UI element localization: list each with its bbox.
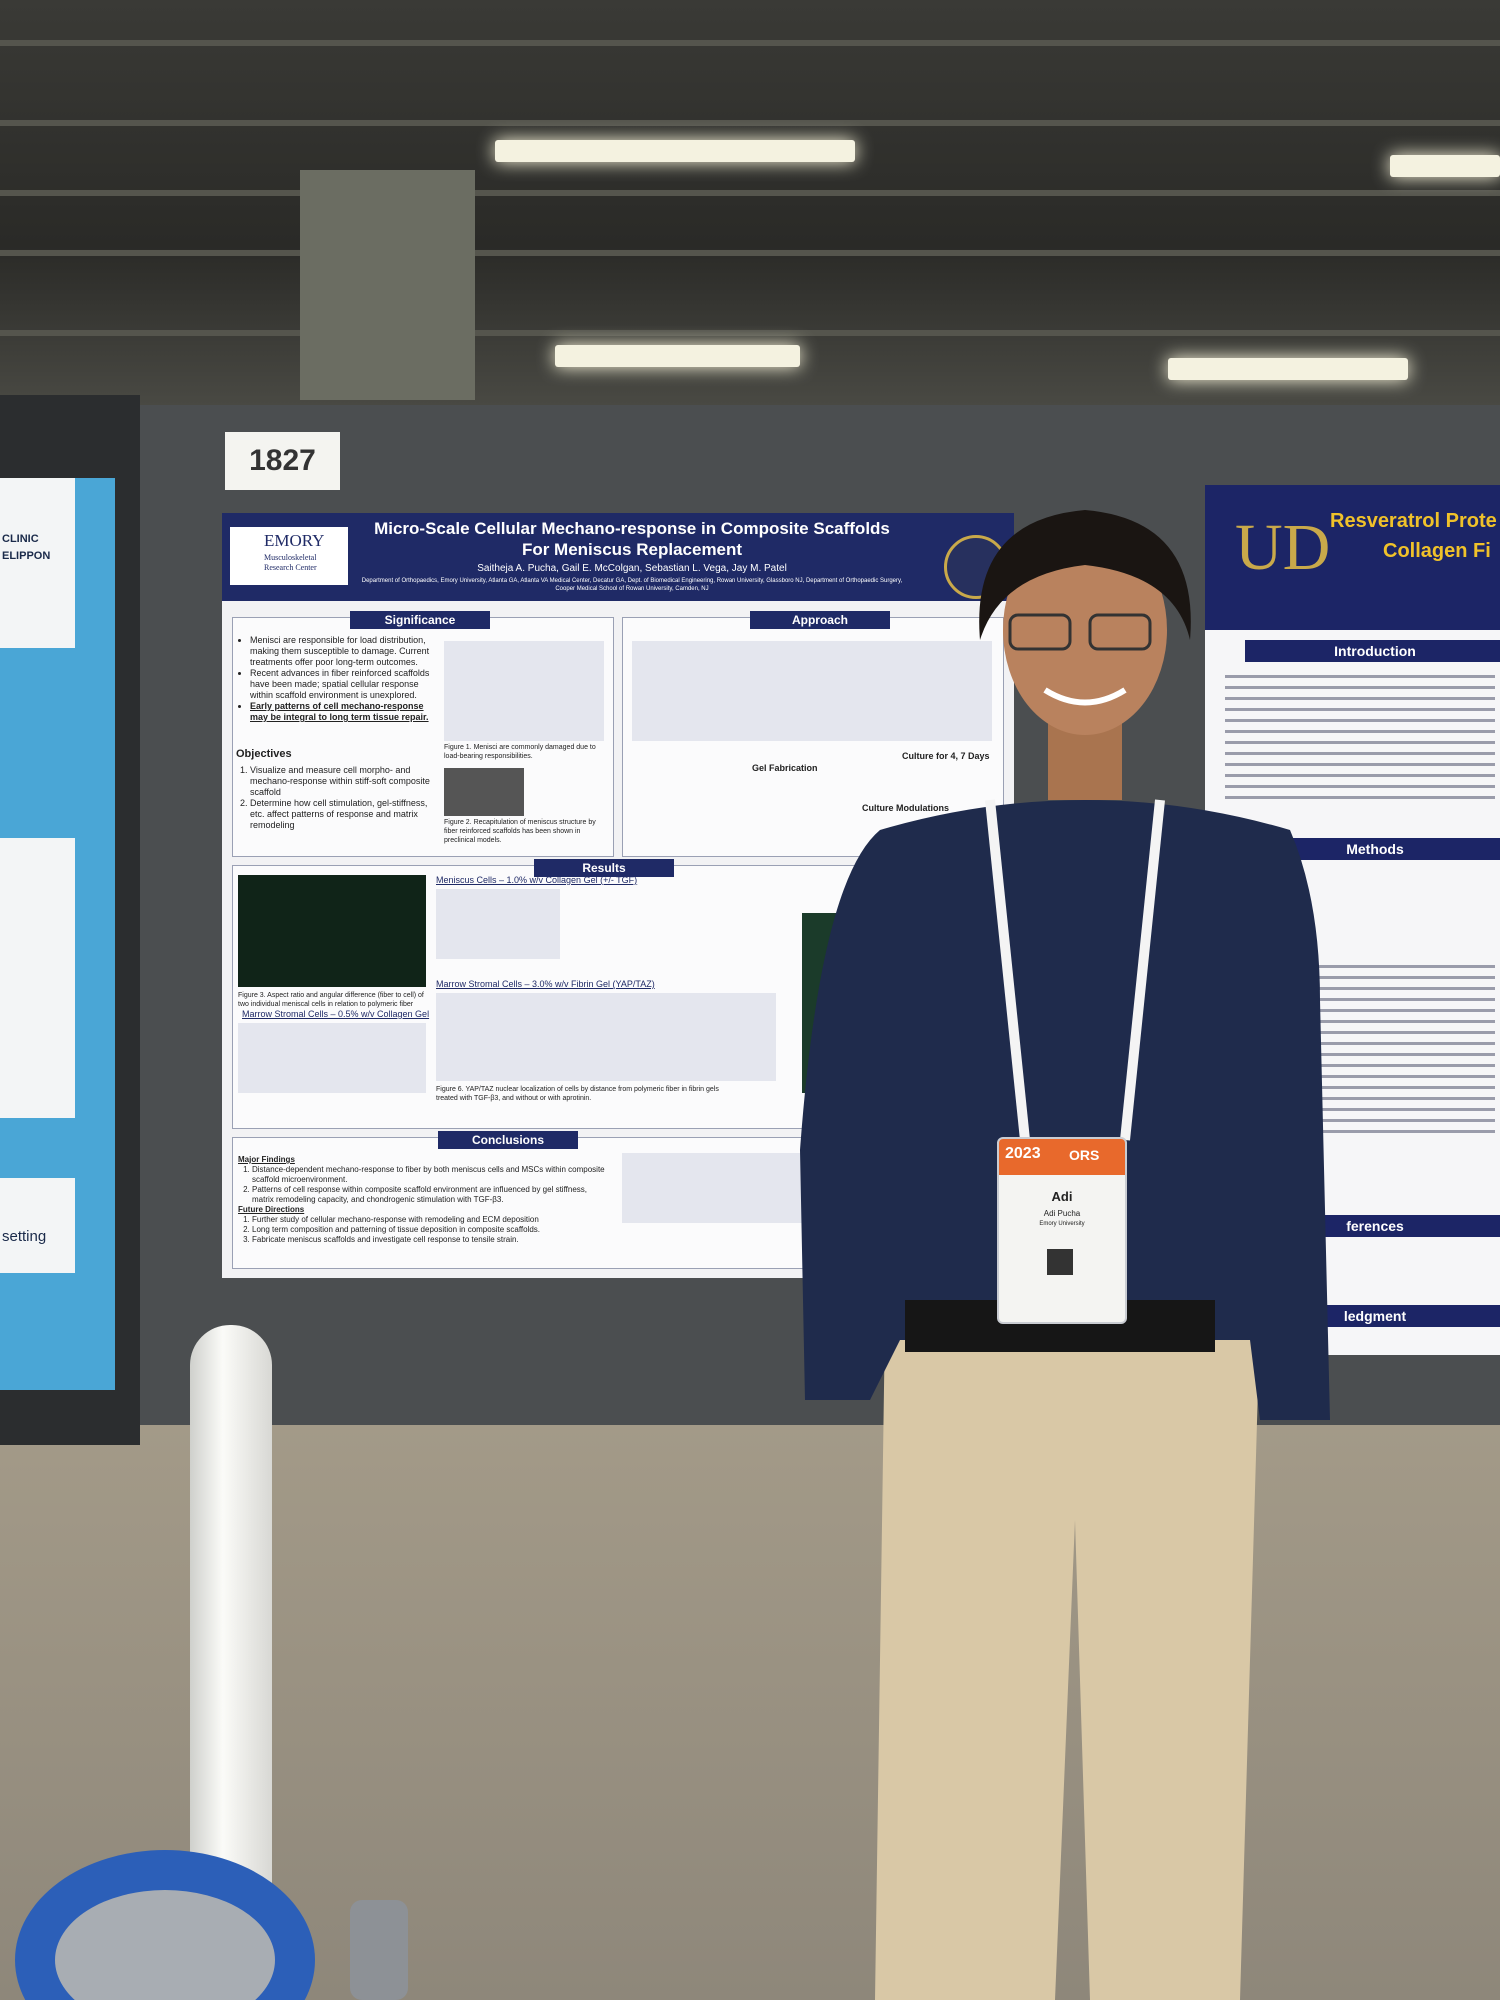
glasses: [1008, 613, 1072, 651]
left-poster: CLINIC ELIPPON setting: [0, 478, 115, 1390]
face: [1003, 525, 1167, 735]
poster-title: Collagen Fi: [1383, 540, 1491, 562]
section-header: Methods: [1245, 838, 1500, 860]
objective: Determine how cell stimulation, gel-stif…: [250, 798, 436, 831]
badge-header: 2023 ORS: [999, 1139, 1125, 1175]
objective: Visualize and measure cell morpho- and m…: [250, 765, 436, 798]
poster-panel: [0, 478, 75, 648]
direction: Further study of cellular mechano-respon…: [252, 1215, 608, 1225]
affiliations: Department of Orthopaedics, Emory Univer…: [361, 578, 903, 592]
caption: Figure 3. Aspect ratio and angular diffe…: [238, 992, 424, 1008]
caption: Figure 1. Menisci are commonly damaged d…: [444, 744, 596, 760]
label: Culture Modulations: [862, 803, 949, 813]
logo: EMORY Musculoskeletal Research Center: [230, 527, 348, 585]
poster-title: Micro-Scale Cellular Mechano-response in…: [374, 519, 890, 538]
hair: [979, 510, 1191, 640]
objective-list: Visualize and measure cell morpho- and m…: [236, 765, 436, 831]
logo-subtext: Musculoskeletal Research Center: [264, 553, 317, 572]
shirt: [800, 800, 1330, 1420]
figure: [238, 1023, 426, 1093]
water-bottle: [350, 1900, 408, 2000]
name-badge: 2023 ORS Adi Adi Pucha Emory University: [997, 1137, 1127, 1324]
poster-title: Resveratrol Prote: [1330, 510, 1497, 532]
plot-title: Marrow Stromal Cells – 3.0% w/v Fibrin G…: [436, 979, 655, 989]
label: Culture for 4, 7 Days: [902, 751, 990, 761]
smile: [1043, 687, 1127, 706]
booth-number: 1827: [225, 432, 340, 490]
bullet: Recent advances in fiber reinforced scaf…: [250, 668, 436, 701]
bullet: Menisci are responsible for load distrib…: [250, 635, 436, 668]
bullet-list: Menisci are responsible for load distrib…: [236, 635, 436, 723]
beam: [0, 40, 1500, 46]
direction: Long term composition and patterning of …: [252, 1225, 608, 1235]
poster-text: ELIPPON: [2, 550, 51, 562]
direction: Fabricate meniscus scaffolds and investi…: [252, 1235, 608, 1245]
text-lines: [1225, 675, 1495, 807]
conclusions-text: Major Findings Distance-dependent mechan…: [238, 1155, 608, 1245]
ceiling-light: [495, 140, 855, 162]
qr-code: [1047, 1249, 1073, 1275]
plot-title: Marrow Stromal Cells – 0.5% w/v Collagen…: [242, 1009, 430, 1019]
figure: [436, 889, 560, 959]
ceiling: [0, 0, 1500, 410]
glasses: [1088, 613, 1152, 651]
plot-title: Meniscus Cells – 1.0% w/v Collagen Gel (…: [436, 875, 638, 885]
subheading: Future Directions: [238, 1205, 305, 1214]
finding: Patterns of cell response within composi…: [252, 1185, 608, 1205]
logo: UD: [1235, 511, 1331, 584]
figure: [632, 641, 992, 741]
backpack: [55, 1890, 275, 2000]
ceiling-light: [555, 345, 800, 367]
label: Gel Fabrication: [752, 763, 818, 773]
hvac-unit: [300, 170, 475, 400]
badge-year: 2023: [1005, 1145, 1041, 1162]
section-header: Significance: [350, 611, 490, 629]
figure: [238, 875, 426, 987]
poster-header: EMORY Musculoskeletal Research Center Mi…: [222, 513, 1014, 601]
poster-title: For Meniscus Replacement: [521, 540, 743, 559]
figure: [444, 768, 524, 816]
poster-panel: [0, 838, 75, 1118]
caption: Figure 2. Recapitulation of meniscus str…: [444, 819, 596, 844]
badge-full-name: Adi Pucha: [1043, 1209, 1081, 1218]
badge-name: Adi: [1051, 1189, 1073, 1204]
authors: Saitheja A. Pucha, Gail E. McColgan, Seb…: [477, 563, 787, 574]
poster-panel: [0, 1178, 75, 1273]
caption: Figure 6. YAP/TAZ nuclear localization o…: [436, 1086, 719, 1102]
beam: [0, 120, 1500, 126]
poster-tube: [190, 1325, 272, 1915]
beam: [0, 330, 1500, 336]
ceiling-light: [1168, 358, 1408, 380]
section-header: Approach: [750, 611, 890, 629]
section-header: Results: [534, 859, 674, 877]
beam: [0, 250, 1500, 256]
poster-text: CLINIC: [2, 533, 39, 545]
pants: [875, 1320, 1260, 2000]
logo-text: EMORY: [264, 531, 325, 550]
figure: [444, 641, 604, 741]
figure: [622, 1153, 802, 1223]
figure: [436, 993, 776, 1081]
section-header: Conclusions: [438, 1131, 578, 1149]
lanyard: [985, 799, 1030, 1141]
poster-header: UD Resveratrol Prote Collagen Fi: [1205, 485, 1500, 630]
bullet: Early patterns of cell mechano-response …: [250, 701, 436, 723]
badge-org: ORS: [1069, 1147, 1100, 1163]
text-lines: [1225, 965, 1495, 1141]
finding: Distance-dependent mechano-response to f…: [252, 1165, 608, 1185]
lanyard: [1120, 799, 1165, 1141]
section-header: Introduction: [1245, 640, 1500, 662]
ceiling-light: [1390, 155, 1500, 177]
poster-text: setting: [2, 1228, 47, 1245]
badge-affiliation: Emory University: [1039, 1221, 1085, 1227]
subheading: Major Findings: [238, 1155, 295, 1164]
beam: [0, 190, 1500, 196]
subheading: Objectives: [236, 748, 292, 760]
